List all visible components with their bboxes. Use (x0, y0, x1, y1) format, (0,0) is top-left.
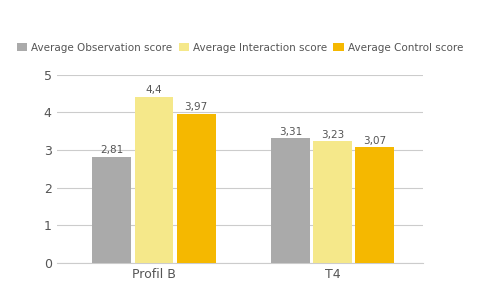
Text: 3,97: 3,97 (184, 102, 208, 112)
Bar (92, 157, 131, 263)
Bar (355, 147, 394, 263)
Text: 4,4: 4,4 (145, 86, 162, 95)
Text: 3,23: 3,23 (321, 130, 344, 139)
Bar (134, 97, 173, 263)
Text: 3,07: 3,07 (363, 136, 386, 146)
Bar (271, 139, 310, 263)
Text: 3,31: 3,31 (279, 126, 302, 136)
Text: 2,81: 2,81 (100, 145, 123, 155)
Bar (177, 114, 216, 263)
Legend: Average Observation score, Average Interaction score, Average Control score: Average Observation score, Average Inter… (12, 38, 468, 57)
Bar (313, 141, 352, 263)
